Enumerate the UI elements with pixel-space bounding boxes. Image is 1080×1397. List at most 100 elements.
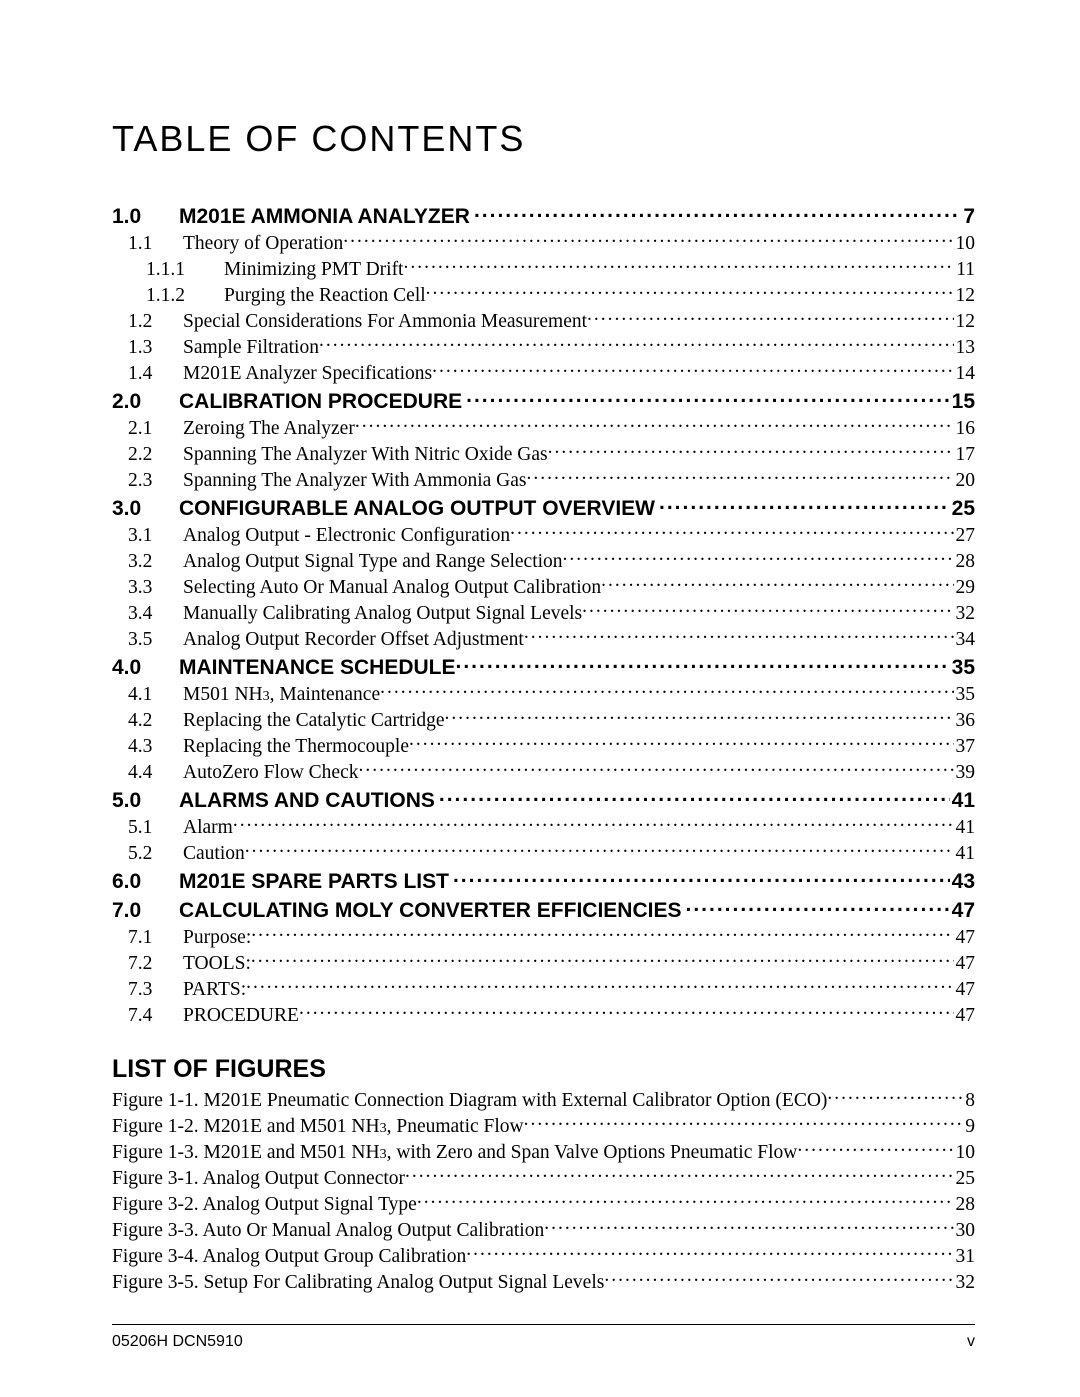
- toc-entry-page: 47: [954, 953, 976, 976]
- toc-entry-title: PROCEDURE: [183, 1005, 299, 1028]
- figure-entry-title: Figure 3-4. Analog Output Group Calibrat…: [112, 1246, 466, 1269]
- figure-entry: Figure 3-4. Analog Output Group Calibrat…: [112, 1242, 975, 1268]
- toc-leader-dots: [601, 573, 953, 593]
- toc-entry-number: 3.3: [112, 577, 183, 600]
- toc-entry: 1.3Sample Filtration13: [112, 333, 975, 359]
- toc-entry-number: 2.0: [112, 390, 179, 414]
- figure-entry: Figure 1-1. M201E Pneumatic Connection D…: [112, 1086, 975, 1112]
- figure-entry: Figure 3-2. Analog Output Signal Type 28: [112, 1190, 975, 1216]
- toc-entry-title: Spanning The Analyzer With Nitric Oxide …: [183, 444, 548, 467]
- figure-entry-title: Figure 3-3. Auto Or Manual Analog Output…: [112, 1220, 544, 1243]
- figure-leader-dots: [544, 1216, 953, 1236]
- toc-entry: 7.4PROCEDURE47: [112, 1001, 975, 1027]
- toc-entry: 1.1Theory of Operation10: [112, 229, 975, 255]
- toc-entry-page: 28: [954, 551, 976, 574]
- toc-leader-dots: [409, 732, 954, 752]
- page-footer: 05206H DCN5910 v: [112, 1333, 975, 1351]
- toc-entry-title: AutoZero Flow Check: [183, 762, 358, 785]
- toc-entry-page: 34: [954, 629, 976, 652]
- toc-entry-title: Alarm: [183, 817, 233, 840]
- toc-entry-title: MAINTENANCE SCHEDULE: [179, 656, 456, 680]
- toc-entry: 5.0ALARMS AND CAUTIONS 41: [112, 786, 975, 813]
- toc-entry: 3.0CONFIGURABLE ANALOG OUTPUT OVERVIEW 2…: [112, 494, 975, 521]
- toc-entry-title-cont: , Maintenance: [270, 684, 380, 707]
- toc-entry-page: 29: [954, 577, 976, 600]
- toc-entry-title: Replacing the Thermocouple: [183, 736, 409, 759]
- toc-entry-page: 47: [954, 1005, 976, 1028]
- toc-entry-number: 5.1: [112, 817, 183, 840]
- toc-entry-page: 12: [954, 311, 976, 334]
- toc-entry-number: 1.4: [112, 363, 183, 386]
- toc-leader-dots: [245, 839, 954, 859]
- figure-leader-dots: [604, 1268, 953, 1288]
- toc-entry-page: 25: [950, 497, 975, 521]
- toc-entry-page: 41: [954, 817, 976, 840]
- toc-entry: 2.0CALIBRATION PROCEDURE 15: [112, 387, 975, 414]
- toc-entry: 7.2TOOLS: 47: [112, 949, 975, 975]
- toc-entry: 6.0M201E SPARE PARTS LIST 43: [112, 867, 975, 894]
- figure-entry-title-cont: , Pneumatic Flow: [387, 1116, 524, 1139]
- toc-leader-dots: [563, 547, 954, 567]
- toc-entry-page: 35: [954, 684, 976, 707]
- figure-leader-dots: [797, 1138, 953, 1158]
- toc-entry-title: Replacing the Catalytic Cartridge: [183, 710, 445, 733]
- toc-leader-dots: [445, 706, 954, 726]
- toc-entry-number: 7.0: [112, 899, 179, 923]
- toc-entry-number: 7.2: [112, 953, 183, 976]
- figure-entry-title: Figure 3-2. Analog Output Signal Type: [112, 1194, 417, 1217]
- toc-entry-title: Purging the Reaction Cell: [224, 285, 426, 308]
- toc-entry-title: TOOLS:: [183, 953, 251, 976]
- toc-entry-number: 2.3: [112, 470, 183, 493]
- toc-entry-title: Analog Output - Electronic Configuration: [183, 525, 510, 548]
- toc-leader-dots: [453, 867, 950, 888]
- toc-entry-page: 35: [950, 656, 975, 680]
- toc-leader-dots: [524, 625, 954, 645]
- toc-entry-title: M201E Analyzer Specifications: [183, 363, 432, 386]
- toc-entry-title: M501 NH: [183, 684, 263, 707]
- figure-leader-dots: [417, 1190, 954, 1210]
- toc-entry-number: 5.0: [112, 789, 179, 813]
- toc-entry-title: Caution: [183, 843, 245, 866]
- toc-leader-dots: [403, 255, 954, 275]
- figure-entry-title: Figure 1-1. M201E Pneumatic Connection D…: [112, 1090, 827, 1113]
- toc-entry-number: 4.3: [112, 736, 183, 759]
- toc-leader-dots: [233, 813, 954, 833]
- toc-leader-dots: [380, 680, 953, 700]
- toc-leader-dots: [251, 923, 953, 943]
- toc-entry: 5.1Alarm 41: [112, 813, 975, 839]
- toc-entry-number: 3.4: [112, 603, 183, 626]
- toc-entry-title: Manually Calibrating Analog Output Signa…: [183, 603, 582, 626]
- toc-entry: 4.4AutoZero Flow Check39: [112, 758, 975, 784]
- toc-leader-dots: [587, 307, 953, 327]
- figure-entry-page: 8: [963, 1090, 975, 1113]
- toc-entry-page: 16: [954, 418, 976, 441]
- toc-entry: 3.1Analog Output - Electronic Configurat…: [112, 521, 975, 547]
- toc-entry-page: 15: [950, 390, 975, 414]
- toc-entry-title: Minimizing PMT Drift: [224, 259, 403, 282]
- figure-entry-page: 32: [954, 1272, 976, 1295]
- figures-heading: LIST OF FIGURES: [112, 1055, 975, 1084]
- toc-entry-page: 10: [954, 233, 976, 256]
- toc-entry-number: 1.1.2: [112, 285, 224, 308]
- footer-page-num: v: [967, 1333, 975, 1351]
- figure-entry-title: Figure 1-3. M201E and M501 NH: [112, 1142, 380, 1165]
- figure-leader-dots: [524, 1112, 964, 1132]
- toc-entry-number: 4.1: [112, 684, 183, 707]
- toc-entry-title: Purpose:: [183, 927, 251, 950]
- toc-entry-page: 7: [961, 205, 975, 229]
- toc-entry: 4.0MAINTENANCE SCHEDULE35: [112, 653, 975, 680]
- toc-entry-title: ALARMS AND CAUTIONS: [179, 789, 435, 813]
- toc-entry: 4.3Replacing the Thermocouple37: [112, 732, 975, 758]
- toc-leader-dots: [456, 653, 950, 674]
- figure-entry-page: 30: [954, 1220, 976, 1243]
- toc-entry: 3.2Analog Output Signal Type and Range S…: [112, 547, 975, 573]
- toc-leader-dots: [439, 786, 950, 807]
- toc-entry-title: PARTS:: [183, 979, 246, 1002]
- toc-entry-title: CALIBRATION PROCEDURE: [179, 390, 462, 414]
- toc-leader-dots: [659, 494, 950, 515]
- toc-entry-number: 7.3: [112, 979, 183, 1002]
- toc-entry: 4.2Replacing the Catalytic Cartridge36: [112, 706, 975, 732]
- toc-leader-dots: [358, 758, 953, 778]
- toc-leader-dots: [246, 975, 953, 995]
- toc-entry: 3.3Selecting Auto Or Manual Analog Outpu…: [112, 573, 975, 599]
